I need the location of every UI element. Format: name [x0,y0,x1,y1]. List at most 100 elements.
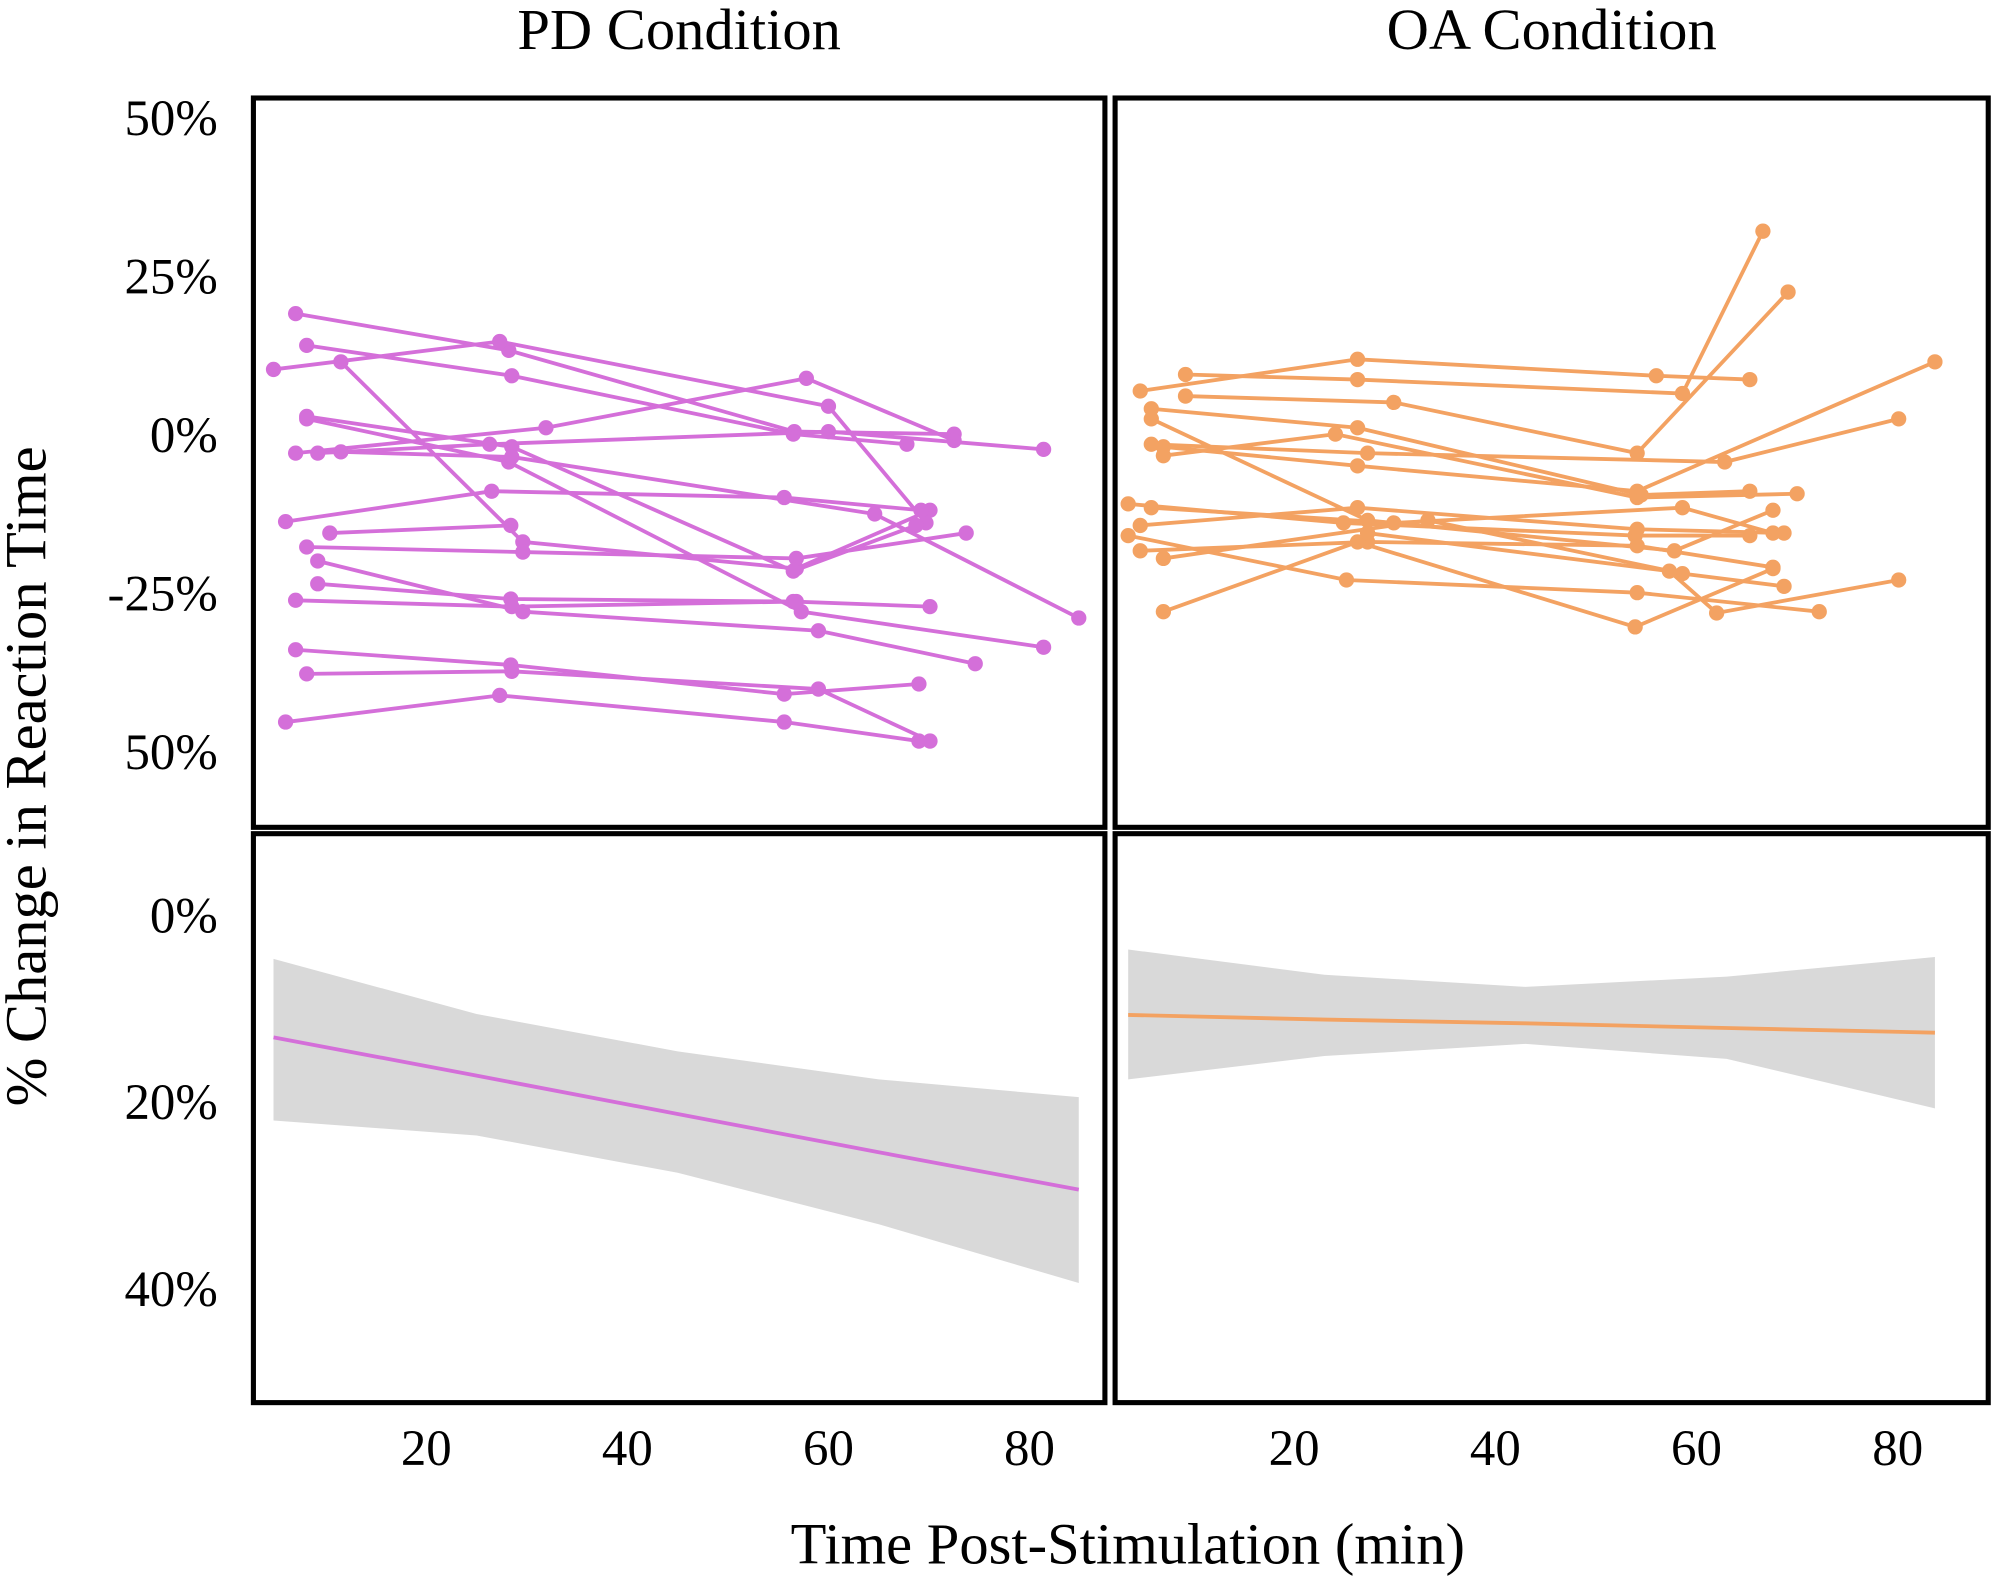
data-point [1648,368,1664,384]
x-tick-label: 40 [1470,1421,1521,1477]
data-point [1349,534,1366,550]
series-line [317,559,976,666]
data-point [1629,445,1645,461]
data-point [1359,445,1376,461]
series-line [317,429,1044,456]
data-point [287,445,304,461]
panel-title: OA Condition [1387,0,1717,62]
data-point [1755,223,1771,239]
series-line [306,343,908,447]
data-point [1349,500,1366,516]
series-line [285,693,920,743]
data-point [287,305,304,322]
data-point [482,436,498,452]
data-point [958,525,974,541]
series-line [1128,1013,1935,1035]
data-point [1765,560,1781,577]
data-point [310,553,326,569]
panel-title: PD Condition [517,0,841,62]
y-axis-label: % Change in Reaction Time [0,446,58,1106]
data-point [1349,351,1366,367]
data-point [265,361,282,378]
data-point [1629,538,1645,554]
series-line [1151,417,1900,464]
data-point [1386,394,1402,411]
y-tick-label: 50% [124,91,217,147]
data-point [1780,284,1796,300]
data-point [776,489,792,506]
data-point [484,483,500,499]
panel-frame [1112,831,1991,1406]
data-point [299,539,315,555]
data-point [322,525,338,541]
data-point [1349,458,1366,474]
data-point [1177,366,1194,383]
confidence-band [273,958,1079,1284]
panel-frame [250,95,1108,830]
data-point [1327,426,1344,442]
data-point [1776,525,1792,541]
data-point [1765,502,1781,518]
y-tick-label: 0% [150,888,218,944]
series-line [317,581,931,609]
data-point [1627,619,1643,635]
data-point [1035,639,1052,655]
series-line [1367,531,1900,616]
series-line [273,339,928,525]
data-point [1789,486,1805,502]
data-point [1120,527,1136,544]
data-point [1143,436,1159,452]
data-point [1359,525,1376,541]
data-point [1155,604,1172,620]
data-point [1629,585,1645,601]
series-line [295,376,955,456]
data-point [1776,578,1792,594]
data-point [911,676,927,692]
y-tick-label: 25% [124,250,217,306]
data-point [776,686,792,702]
data-point [538,420,554,436]
x-tick-label: 20 [401,1421,452,1477]
x-axis-label: Time Post-Stimulation (min) [791,1512,1465,1577]
data-point [1143,500,1159,516]
data-point [820,398,837,414]
data-point [967,656,983,672]
data-point [1132,543,1148,559]
confidence-band [1128,949,1935,1109]
series-line [306,531,967,561]
data-point [504,663,520,679]
data-point [333,444,349,460]
data-point [504,368,520,384]
data-point [1709,605,1725,621]
panel-frame [250,831,1108,1406]
data-point [1420,512,1436,529]
data-point [299,666,315,682]
data-point [1891,572,1907,588]
series-line [1163,360,1936,494]
y-tick-label: 40% [124,1262,217,1318]
data-point [1071,610,1087,626]
data-point [1629,521,1645,537]
data-point [913,502,929,518]
panel-frame [1112,95,1991,830]
data-point [277,714,294,730]
data-point [867,506,883,522]
y-tick-label: 50% [124,725,217,781]
data-point [810,681,827,697]
series-line [1151,406,1750,497]
data-point [1891,411,1907,427]
series-line [1185,230,1765,396]
data-point [287,592,304,608]
data-point [310,445,326,461]
series-line [1185,290,1790,456]
data-point [899,436,915,452]
data-point [1349,420,1366,436]
series-line [285,489,922,524]
data-point [299,411,315,427]
data-point [1338,572,1355,588]
series-line [295,311,955,437]
data-point [788,550,804,567]
data-point [504,598,520,615]
data-point [1035,441,1052,457]
